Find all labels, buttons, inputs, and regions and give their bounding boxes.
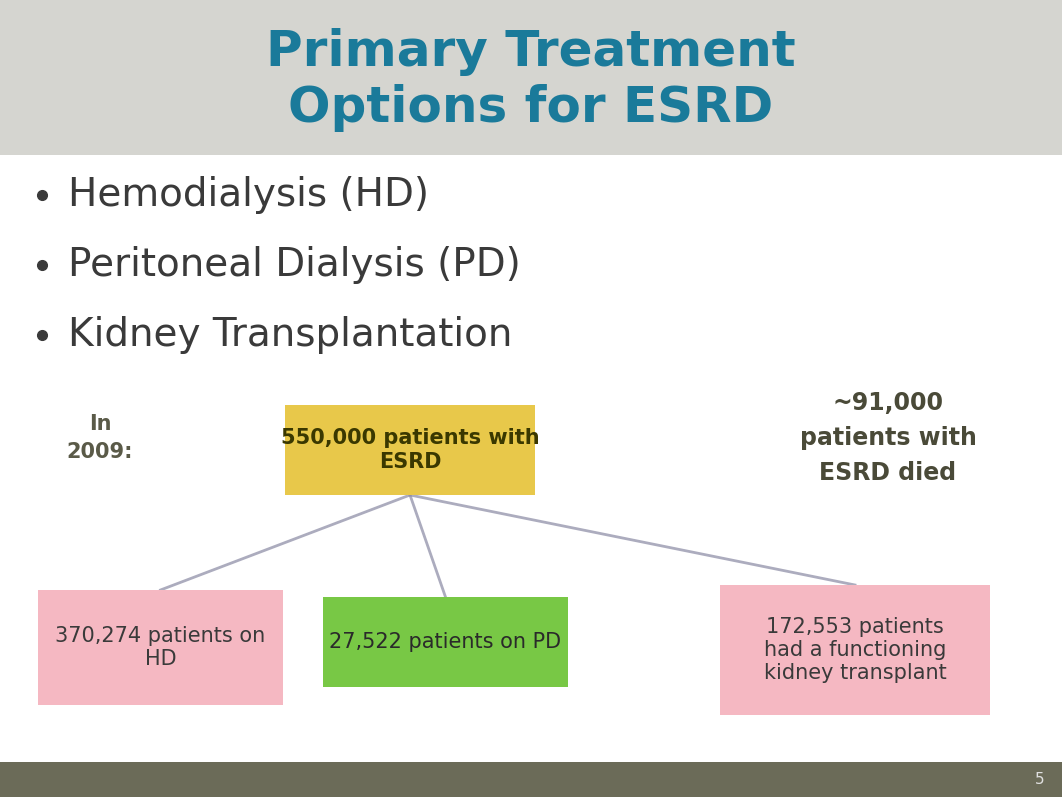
Text: Peritoneal Dialysis (PD): Peritoneal Dialysis (PD): [68, 246, 520, 284]
Bar: [0, 762, 1062, 797]
Bar: [0, 155, 1062, 762]
Text: 5: 5: [1034, 772, 1044, 787]
Text: Options for ESRD: Options for ESRD: [289, 84, 773, 132]
Text: 172,553 patients
had a functioning
kidney transplant: 172,553 patients had a functioning kidne…: [764, 617, 946, 683]
Text: Hemodialysis (HD): Hemodialysis (HD): [68, 176, 429, 214]
Text: Primary Treatment: Primary Treatment: [267, 28, 795, 76]
Bar: [0, 0, 1062, 155]
Text: ~91,000
patients with
ESRD died: ~91,000 patients with ESRD died: [800, 391, 976, 485]
Text: Kidney Transplantation: Kidney Transplantation: [68, 316, 512, 354]
FancyBboxPatch shape: [285, 405, 535, 495]
Text: 370,274 patients on
HD: 370,274 patients on HD: [55, 626, 266, 669]
FancyBboxPatch shape: [323, 597, 568, 687]
Text: 27,522 patients on PD: 27,522 patients on PD: [329, 632, 562, 652]
FancyBboxPatch shape: [38, 590, 282, 705]
Text: 550,000 patients with
ESRD: 550,000 patients with ESRD: [280, 429, 539, 472]
Text: In
2009:: In 2009:: [67, 414, 133, 462]
FancyBboxPatch shape: [720, 585, 990, 715]
